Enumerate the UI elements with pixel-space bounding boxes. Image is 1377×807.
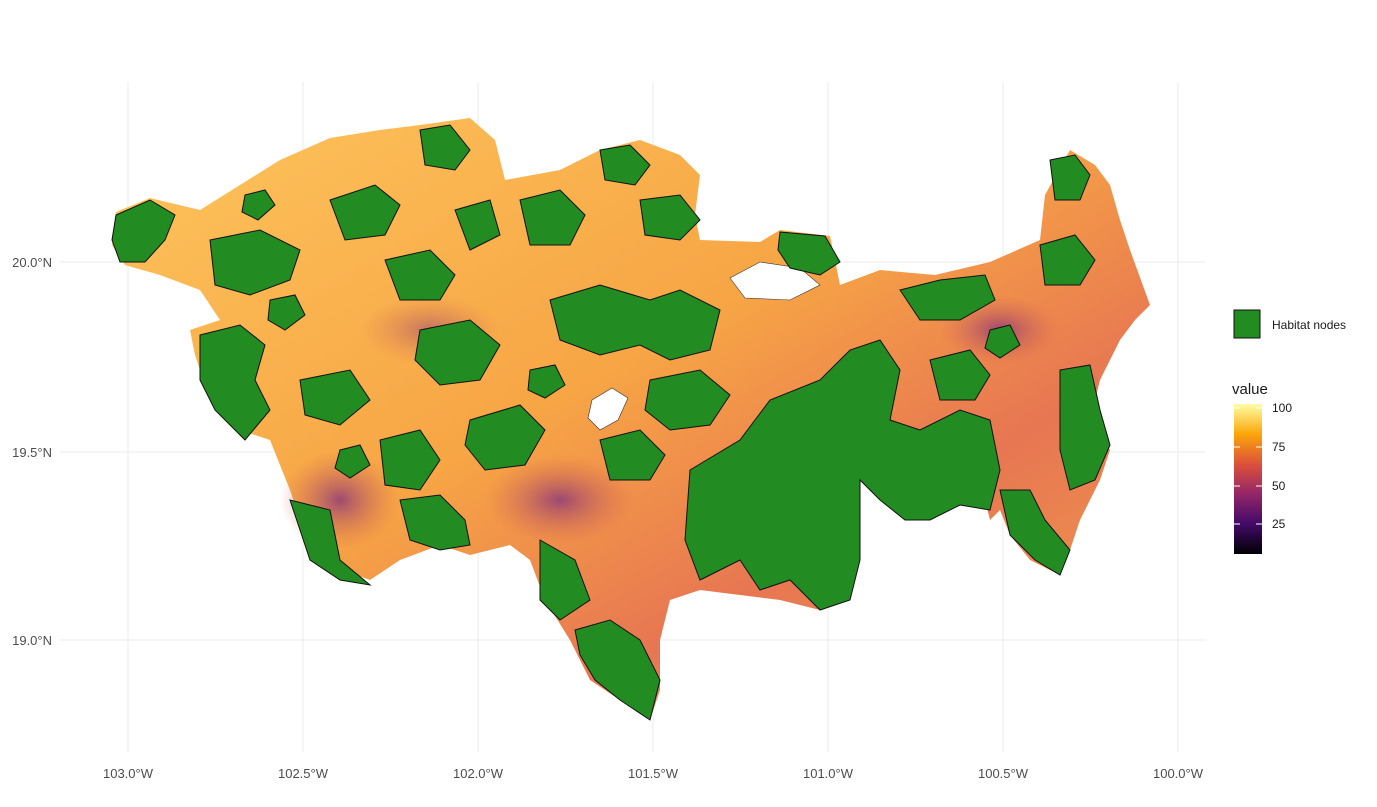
x-axis-ticks: 103.0°W 102.5°W 102.0°W 101.5°W 101.0°W …	[103, 766, 1204, 781]
habitat-node-center-3	[599, 429, 666, 481]
legend: Habitat nodes value 100 75 50 25	[1232, 309, 1346, 554]
y-axis-ticks: 20.0°N 19.5°N 19.0°N	[12, 255, 52, 648]
habitat-node-north-central-3	[639, 194, 701, 241]
habitat-node-west-south	[289, 499, 372, 586]
habitat-node-central-1	[414, 319, 501, 386]
legend-value-title: value	[1232, 381, 1268, 398]
habitat-node-north-2	[419, 124, 471, 171]
y-tick-label: 19.0°N	[12, 633, 52, 648]
x-tick-label: 102.0°W	[453, 766, 504, 781]
habitat-node-south-1	[539, 539, 591, 621]
habitat-node-small-4	[241, 189, 276, 221]
x-tick-label: 101.0°W	[803, 766, 854, 781]
x-tick-label: 102.5°W	[278, 766, 329, 781]
habitat-node-east-large	[684, 339, 1001, 611]
habitat-node-small-1	[267, 294, 306, 331]
habitat-node-east-6	[929, 349, 991, 401]
legend-value-tick: 50	[1272, 479, 1286, 493]
legend-value-tick: 100	[1272, 401, 1292, 415]
habitat-node-central-4	[399, 494, 471, 551]
habitat-node-north-central-2	[599, 144, 651, 186]
lake-cuitzeo	[729, 261, 821, 301]
habitat-node-center-big	[549, 284, 721, 361]
habitat-node-small-5	[984, 324, 1021, 359]
legend-value-tick: 25	[1272, 517, 1286, 531]
legend-habitat-nodes-label: Habitat nodes	[1272, 318, 1346, 332]
x-tick-label: 100.5°W	[978, 766, 1029, 781]
x-tick-label: 101.5°W	[628, 766, 679, 781]
legend-value-colorbar	[1234, 404, 1262, 554]
habitat-node-center-2	[644, 369, 731, 431]
habitat-node-north-central-1	[519, 189, 586, 246]
habitat-node-small-3	[527, 364, 566, 399]
habitat-node-small-2	[334, 444, 371, 479]
x-tick-label: 100.0°W	[1153, 766, 1204, 781]
legend-habitat-nodes-swatch	[1233, 309, 1261, 339]
y-tick-label: 19.5°N	[12, 445, 52, 460]
habitat-node-central-2	[464, 404, 546, 471]
habitat-node-west-1	[199, 324, 271, 441]
low-value-zone-center	[485, 455, 635, 545]
habitat-node-east-3	[1049, 154, 1091, 201]
habitat-node-north-4	[384, 249, 456, 301]
habitat-node-north-east	[777, 231, 841, 276]
habitat-node-north-3	[454, 199, 501, 251]
habitat-nodes-layer	[111, 124, 1111, 721]
habitat-node-west-2	[209, 229, 301, 296]
study-area-raster	[112, 118, 1150, 720]
x-tick-label: 103.0°W	[103, 766, 154, 781]
habitat-node-east-5	[999, 489, 1071, 576]
y-tick-label: 20.0°N	[12, 255, 52, 270]
habitat-node-west-3	[299, 369, 371, 426]
legend-value-tick: 75	[1272, 440, 1286, 454]
habitat-node-south-tail	[574, 619, 661, 721]
habitat-node-central-3	[379, 429, 441, 491]
habitat-node-west-coast	[111, 199, 176, 263]
habitat-node-north-1	[329, 184, 401, 241]
habitat-node-east-1	[899, 274, 996, 321]
lake-patzcuaro	[587, 387, 629, 431]
habitat-node-east-2	[1039, 234, 1096, 286]
habitat-node-east-4	[1059, 364, 1111, 491]
